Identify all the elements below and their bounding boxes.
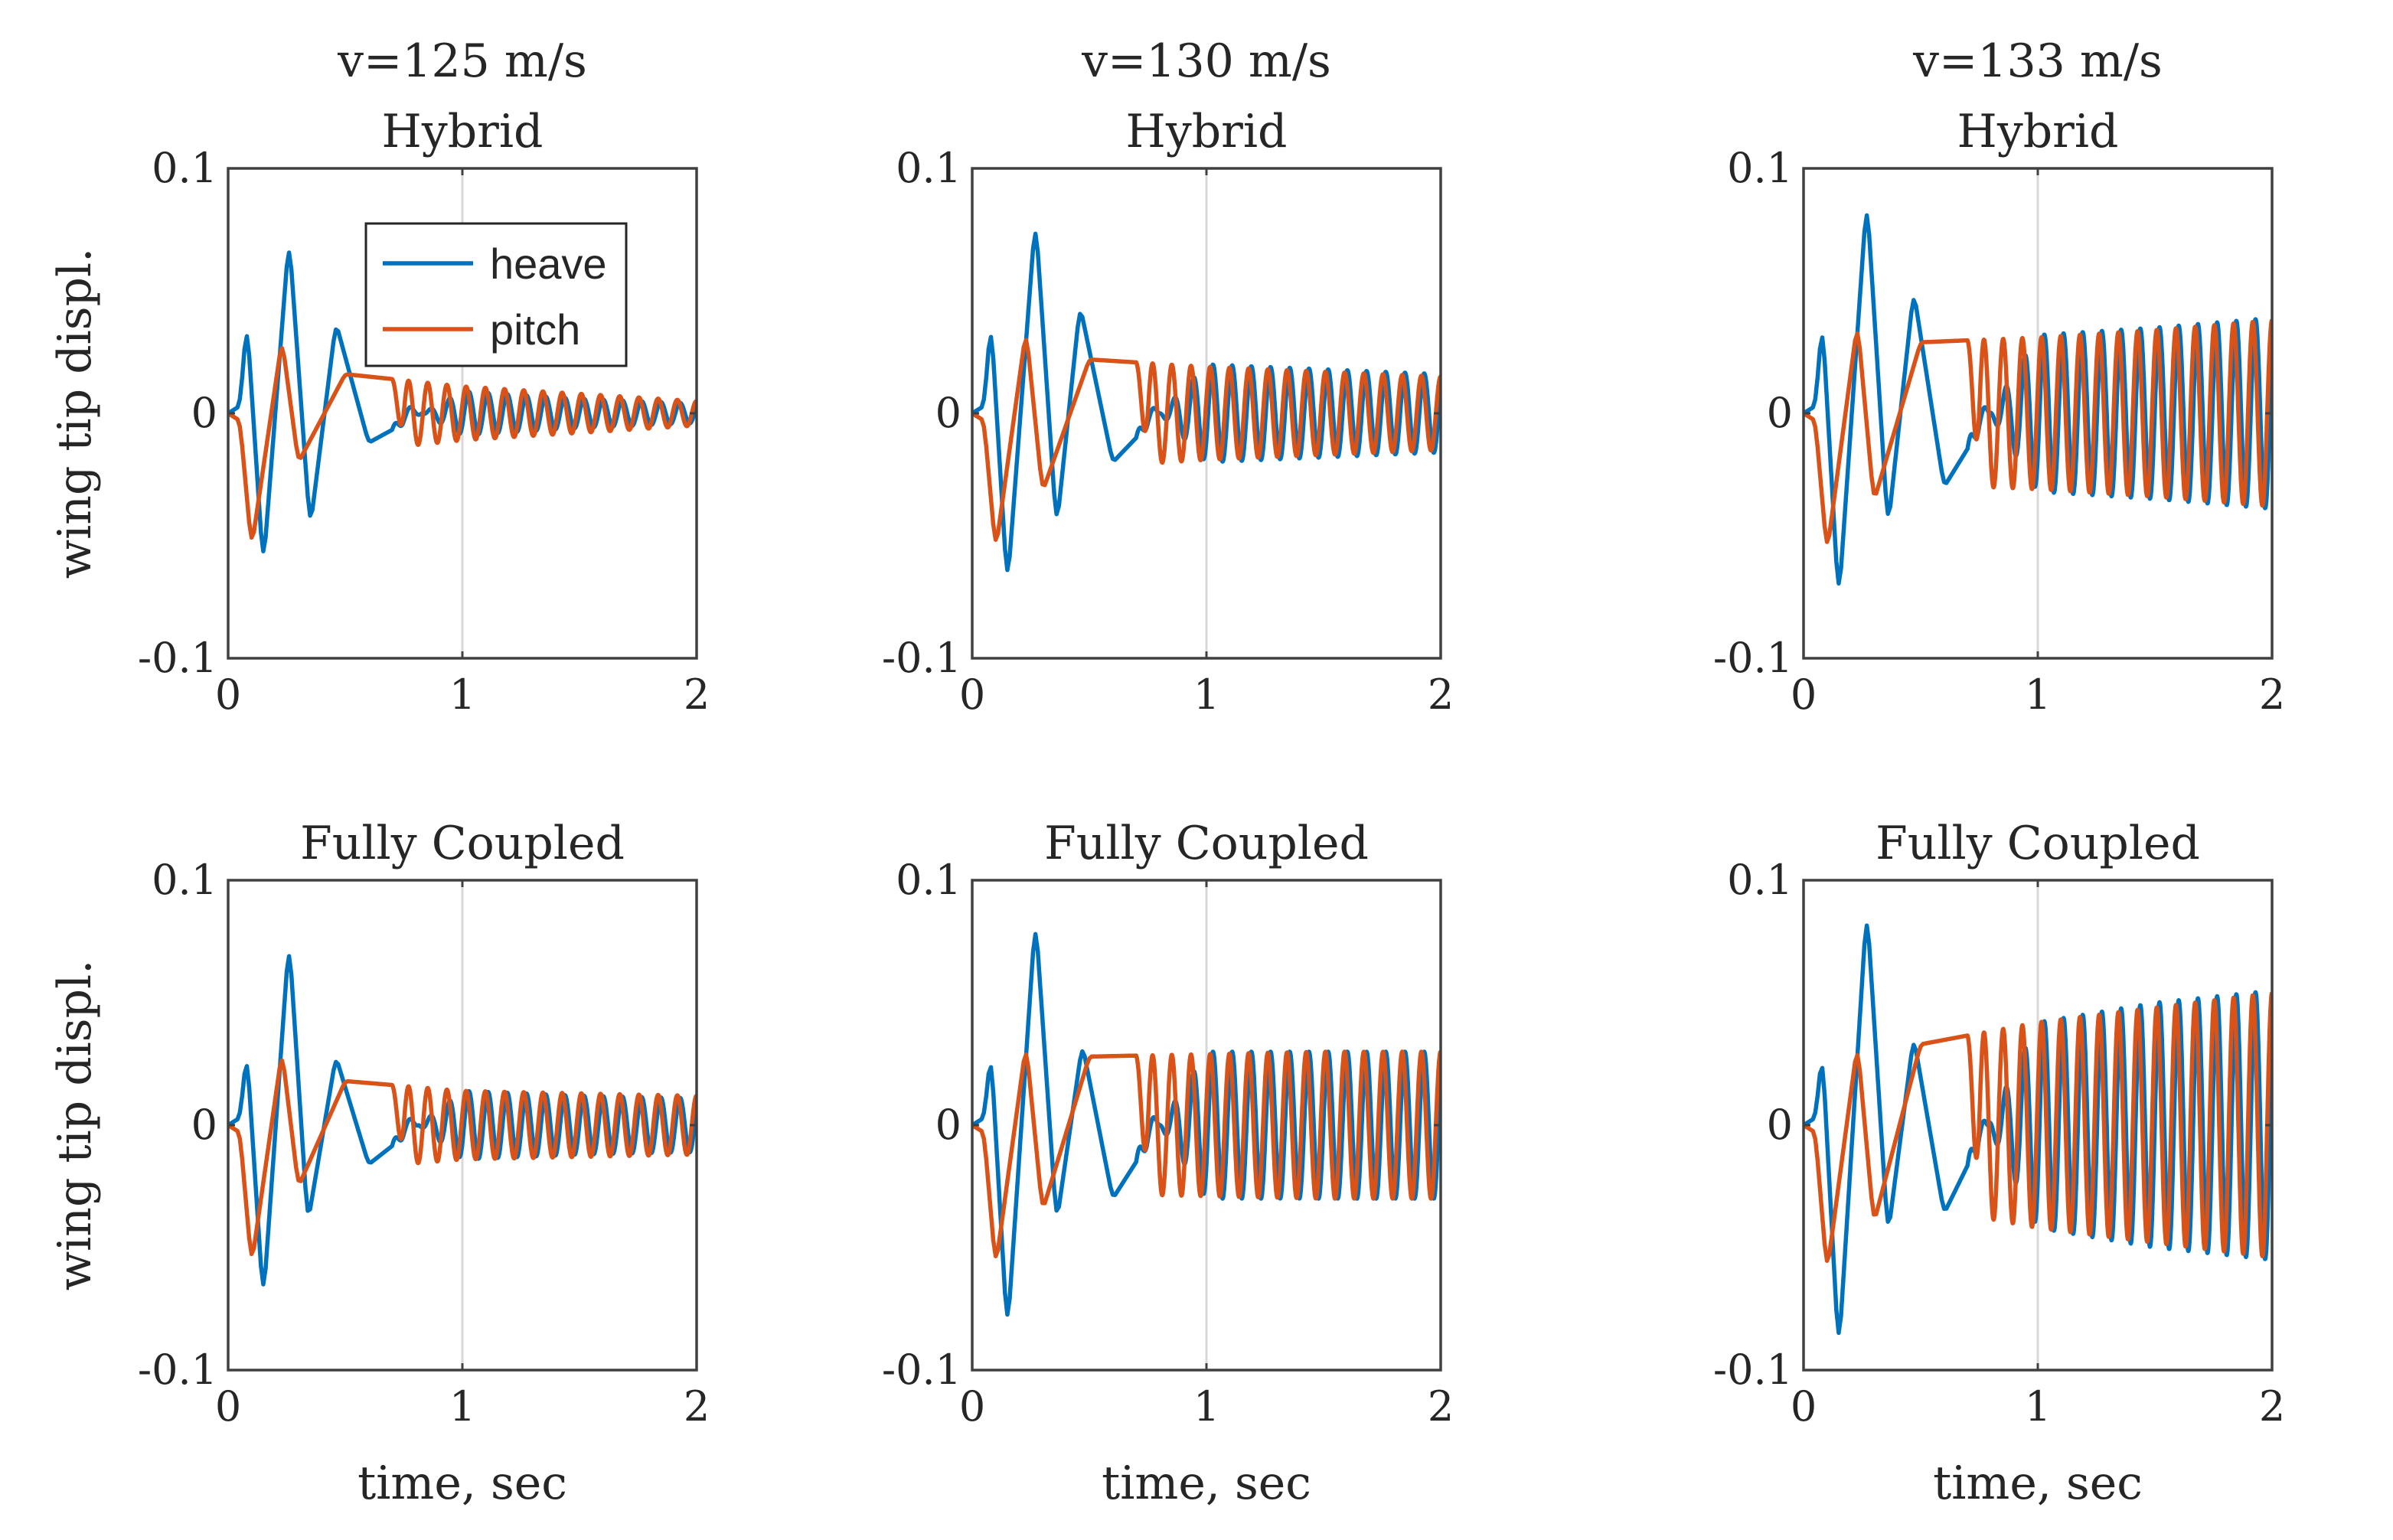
- ytick-label: 0: [191, 389, 217, 437]
- series-line-pitch: [972, 1049, 1441, 1258]
- panel-title-line: v=125 m/s: [337, 34, 587, 88]
- xtick-label: 1: [449, 670, 475, 719]
- ytick-label: 0: [935, 389, 961, 437]
- xtick-label: 1: [1193, 670, 1219, 719]
- series-line-pitch: [972, 338, 1441, 542]
- xtick-label: 0: [215, 1382, 241, 1431]
- xtick-label: 0: [959, 1382, 985, 1431]
- legend-label-pitch: pitch: [490, 305, 580, 354]
- ytick-label: -0.1: [138, 634, 217, 682]
- ytick-label: 0.1: [1727, 144, 1793, 192]
- panel-title-line: Fully Coupled: [1044, 817, 1369, 870]
- panel-title-line: Hybrid: [382, 105, 544, 158]
- xtick-label: 2: [2259, 1382, 2285, 1431]
- xtick-label: 1: [2025, 1382, 2051, 1431]
- panel-title-line: Fully Coupled: [1876, 817, 2200, 870]
- xtick-label: 2: [2259, 670, 2285, 719]
- legend-box: [364, 222, 628, 367]
- series-line-heave: [972, 231, 1441, 573]
- ytick-label: 0: [935, 1101, 961, 1149]
- xtick-label: 2: [1428, 670, 1454, 719]
- ytick-label: -0.1: [882, 1346, 961, 1394]
- panel-title-line: v=130 m/s: [1081, 34, 1331, 88]
- ytick-label: 0: [1767, 389, 1793, 437]
- xtick-label: 2: [1428, 1382, 1454, 1431]
- panel-title-line: Hybrid: [1126, 105, 1288, 158]
- ytick-label: 0: [1767, 1101, 1793, 1149]
- panel-title-line: v=133 m/s: [1912, 34, 2163, 88]
- series-line-pitch: [228, 346, 697, 540]
- ytick-label: -0.1: [1713, 1346, 1793, 1394]
- ytick-label: 0.1: [896, 144, 961, 192]
- xtick-label: 1: [1193, 1382, 1219, 1431]
- series-line-heave: [228, 954, 697, 1287]
- series-line-pitch: [1804, 318, 2272, 544]
- ytick-label: 0.1: [1727, 856, 1793, 904]
- panel-title-line: Hybrid: [1957, 105, 2119, 158]
- y-axis-label: wing tip displ.: [48, 248, 102, 579]
- series-line-heave: [1804, 213, 2272, 586]
- xtick-label: 0: [1791, 1382, 1817, 1431]
- ytick-label: -0.1: [882, 634, 961, 682]
- series-line-pitch: [1804, 991, 2272, 1263]
- ytick-label: 0.1: [896, 856, 961, 904]
- xtick-label: 0: [959, 670, 985, 719]
- xtick-label: 0: [215, 670, 241, 719]
- legend-label-heave: heave: [490, 240, 607, 288]
- y-axis-label: wing tip displ.: [48, 960, 102, 1291]
- x-axis-label: time, sec: [357, 1457, 567, 1510]
- xtick-label: 2: [684, 1382, 710, 1431]
- ytick-label: -0.1: [138, 1346, 217, 1394]
- series-line-heave: [228, 250, 697, 553]
- xtick-label: 0: [1791, 670, 1817, 719]
- xtick-label: 1: [449, 1382, 475, 1431]
- legend: heave pitch: [364, 222, 628, 367]
- ytick-label: -0.1: [1713, 634, 1793, 682]
- xtick-label: 2: [684, 670, 710, 719]
- ytick-label: 0: [191, 1101, 217, 1149]
- x-axis-label: time, sec: [1102, 1457, 1311, 1510]
- series-line-heave: [1804, 923, 2272, 1336]
- series-line-pitch: [228, 1058, 697, 1257]
- ytick-label: 0.1: [152, 856, 217, 904]
- ytick-label: 0.1: [152, 144, 217, 192]
- series-line-heave: [972, 932, 1441, 1317]
- panel-title-line: Fully Coupled: [300, 817, 625, 870]
- x-axis-label: time, sec: [1933, 1457, 2143, 1510]
- xtick-label: 1: [2025, 670, 2051, 719]
